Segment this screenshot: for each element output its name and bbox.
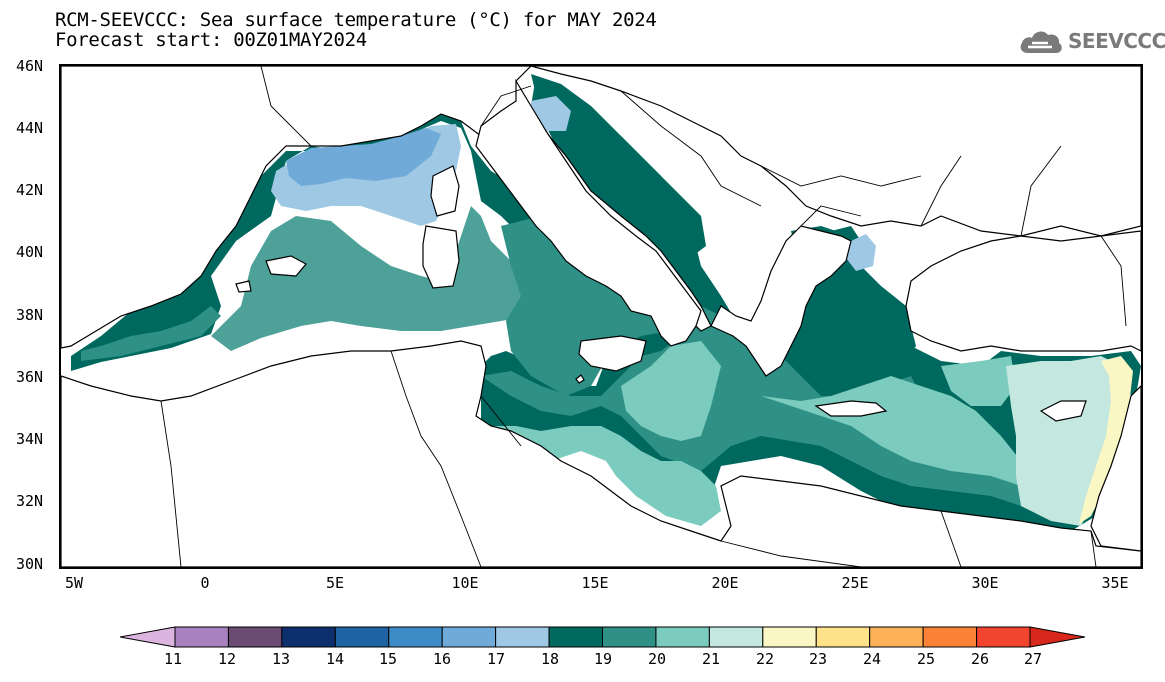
colorbar-label: 13 bbox=[271, 650, 291, 668]
lon-label-10e: 10E bbox=[451, 574, 479, 592]
colorbar-label: 20 bbox=[647, 650, 667, 668]
lat-label-44n: 44N bbox=[16, 119, 44, 137]
colorbar-label: 26 bbox=[970, 650, 990, 668]
lat-label-42n: 42N bbox=[16, 181, 44, 199]
title-line-2: Forecast start: 00Z01MAY2024 bbox=[55, 29, 367, 51]
colorbar-cell bbox=[655, 626, 710, 648]
lon-label-30e: 30E bbox=[971, 574, 999, 592]
colorbar-cell bbox=[548, 626, 603, 648]
sea-band-16 bbox=[286, 128, 441, 186]
country-borders bbox=[160, 66, 1127, 567]
land bbox=[61, 66, 1141, 567]
colorbar bbox=[120, 626, 1085, 648]
lon-label-5w: 5W bbox=[64, 574, 84, 592]
sea-band-23 bbox=[1079, 356, 1133, 524]
colorbar-cell bbox=[762, 626, 817, 648]
colorbar-cell bbox=[388, 626, 443, 648]
colorbar-label: 19 bbox=[593, 650, 613, 668]
colorbar-cell bbox=[334, 626, 390, 648]
colorbar-arrow-low bbox=[120, 626, 176, 648]
lon-label-5e: 5E bbox=[325, 574, 345, 592]
lat-label-36n: 36N bbox=[16, 368, 44, 386]
colorbar-cell bbox=[281, 626, 336, 648]
colorbar-label: 21 bbox=[701, 650, 721, 668]
lon-label-20e: 20E bbox=[711, 574, 739, 592]
colorbar-label: 16 bbox=[432, 650, 452, 668]
logo-text: SEEVCCC bbox=[1068, 29, 1165, 53]
colorbar-label: 22 bbox=[755, 650, 775, 668]
cloud-icon bbox=[1020, 31, 1062, 53]
colorbar-cell bbox=[602, 626, 657, 648]
colorbar-label: 23 bbox=[808, 650, 828, 668]
lat-label-30n: 30N bbox=[16, 555, 44, 573]
colorbar-cell bbox=[869, 626, 924, 648]
colorbar-cell bbox=[976, 626, 1031, 648]
lon-label-35e: 35E bbox=[1101, 574, 1129, 592]
colorbar-cell bbox=[815, 626, 871, 648]
title-line-1: RCM-SEEVCCC: Sea surface temperature (°C… bbox=[55, 9, 657, 31]
colorbar-label: 11 bbox=[163, 650, 183, 668]
lat-label-34n: 34N bbox=[16, 430, 44, 448]
lat-label-32n: 32N bbox=[16, 492, 44, 510]
colorbar-label: 27 bbox=[1023, 650, 1043, 668]
colorbar-label: 24 bbox=[862, 650, 882, 668]
sst-map bbox=[59, 64, 1143, 569]
seevccc-logo: SEEVCCC bbox=[1018, 27, 1165, 55]
colorbar-arrow-high bbox=[1029, 626, 1085, 648]
lon-label-25e: 25E bbox=[841, 574, 869, 592]
chart-title: RCM-SEEVCCC: Sea surface temperature (°C… bbox=[55, 10, 657, 50]
lon-label-0: 0 bbox=[200, 574, 210, 592]
colorbar-cell bbox=[922, 626, 978, 648]
colorbar-label: 14 bbox=[325, 650, 345, 668]
lat-label-38n: 38N bbox=[16, 306, 44, 324]
lat-label-46n: 46N bbox=[16, 57, 44, 75]
colorbar-label: 12 bbox=[217, 650, 237, 668]
colorbar-cell bbox=[495, 626, 550, 648]
colorbar-cell bbox=[174, 626, 229, 648]
lat-label-40n: 40N bbox=[16, 243, 44, 261]
colorbar-cell bbox=[441, 626, 497, 648]
colorbar-label: 17 bbox=[486, 650, 506, 668]
colorbar-cell bbox=[708, 626, 764, 648]
sea-band-20 bbox=[81, 206, 1021, 506]
colorbar-cell bbox=[227, 626, 283, 648]
colorbar-label: 15 bbox=[378, 650, 398, 668]
colorbar-label: 25 bbox=[916, 650, 936, 668]
colorbar-label: 18 bbox=[540, 650, 560, 668]
lon-label-15e: 15E bbox=[581, 574, 609, 592]
